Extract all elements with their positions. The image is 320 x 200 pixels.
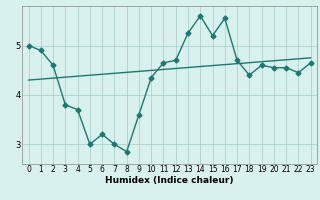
X-axis label: Humidex (Indice chaleur): Humidex (Indice chaleur) <box>105 176 234 185</box>
